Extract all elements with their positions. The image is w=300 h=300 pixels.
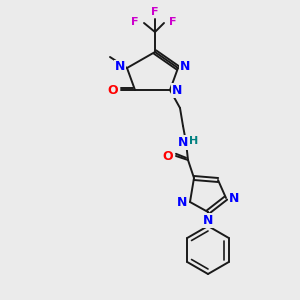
Text: O: O xyxy=(108,83,118,97)
Text: N: N xyxy=(177,196,187,208)
Text: F: F xyxy=(151,7,159,17)
Text: N: N xyxy=(180,61,190,74)
Text: N: N xyxy=(229,191,239,205)
Text: N: N xyxy=(172,83,182,97)
Text: N: N xyxy=(178,136,188,148)
Text: F: F xyxy=(169,17,177,27)
Text: N: N xyxy=(115,61,125,74)
Text: N: N xyxy=(203,214,213,226)
Text: F: F xyxy=(131,17,139,27)
Text: O: O xyxy=(163,149,173,163)
Text: H: H xyxy=(189,136,199,146)
